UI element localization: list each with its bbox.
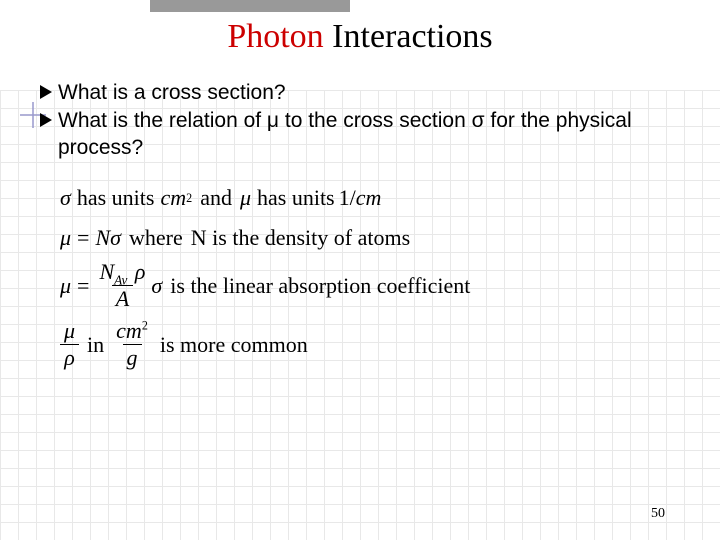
- eq-text: where: [129, 225, 183, 251]
- unit-exp: 2: [142, 319, 148, 333]
- eq-text: is the linear absorption coefficient: [170, 273, 470, 299]
- page-number: 50: [651, 506, 665, 522]
- sigma-symbol: [151, 273, 162, 299]
- mu-symbol: [60, 225, 71, 251]
- unit-cm: cm: [116, 318, 142, 343]
- eq-text: has units: [77, 185, 155, 211]
- eq-text: N is the density of atoms: [191, 225, 410, 251]
- var-N: N: [99, 259, 114, 284]
- sigma-symbol: [110, 225, 121, 251]
- bullet-text: What is a cross section?: [58, 80, 286, 106]
- unit-g: g: [127, 345, 138, 370]
- bullet-text: What is the relation of μ to the cross s…: [58, 108, 690, 161]
- bullet-item: What is the relation of μ to the cross s…: [38, 108, 690, 161]
- eq-text: has units: [257, 185, 335, 211]
- bullet-arrow-icon: [38, 84, 54, 100]
- var-N: N: [95, 225, 110, 251]
- bullet-item: What is a cross section?: [38, 80, 690, 106]
- title-word2: Interactions: [332, 18, 493, 55]
- fraction: NAv A: [95, 261, 149, 310]
- equation-line-2: = N where N is the density of atoms: [60, 225, 470, 251]
- equals: =: [77, 225, 89, 251]
- equation-block: has units cm2 and has units 1/ cm = N wh…: [60, 185, 470, 369]
- fraction: [60, 320, 79, 369]
- mu-symbol: [60, 273, 71, 299]
- bullet-list: What is a cross section? What is the rel…: [38, 80, 690, 163]
- equation-line-4: in cm2 g is more common: [60, 320, 470, 369]
- unit-cm: cm: [160, 185, 186, 211]
- equation-line-1: has units cm2 and has units 1/ cm: [60, 185, 470, 211]
- mu-symbol: [240, 185, 251, 211]
- top-accent-bar: [150, 0, 350, 12]
- unit-cm: cm: [356, 185, 382, 211]
- equals: =: [77, 273, 89, 299]
- rho-symbol: [135, 259, 146, 284]
- sigma-symbol: [60, 185, 71, 211]
- eq-text: and: [200, 185, 232, 211]
- title-word1: Photon: [227, 18, 323, 55]
- equation-line-3: = NAv A is the linear absorption coeffic…: [60, 261, 470, 310]
- rho-symbol: [64, 345, 75, 370]
- var-A: A: [116, 286, 129, 311]
- mu-symbol: [64, 318, 75, 343]
- bullet-arrow-icon: [38, 112, 54, 128]
- slide-title: Photon Interactions: [0, 18, 720, 56]
- unit-1: 1: [339, 185, 350, 211]
- fraction-unit: cm2 g: [112, 320, 152, 369]
- eq-text: is more common: [160, 332, 308, 358]
- eq-text: in: [87, 332, 104, 358]
